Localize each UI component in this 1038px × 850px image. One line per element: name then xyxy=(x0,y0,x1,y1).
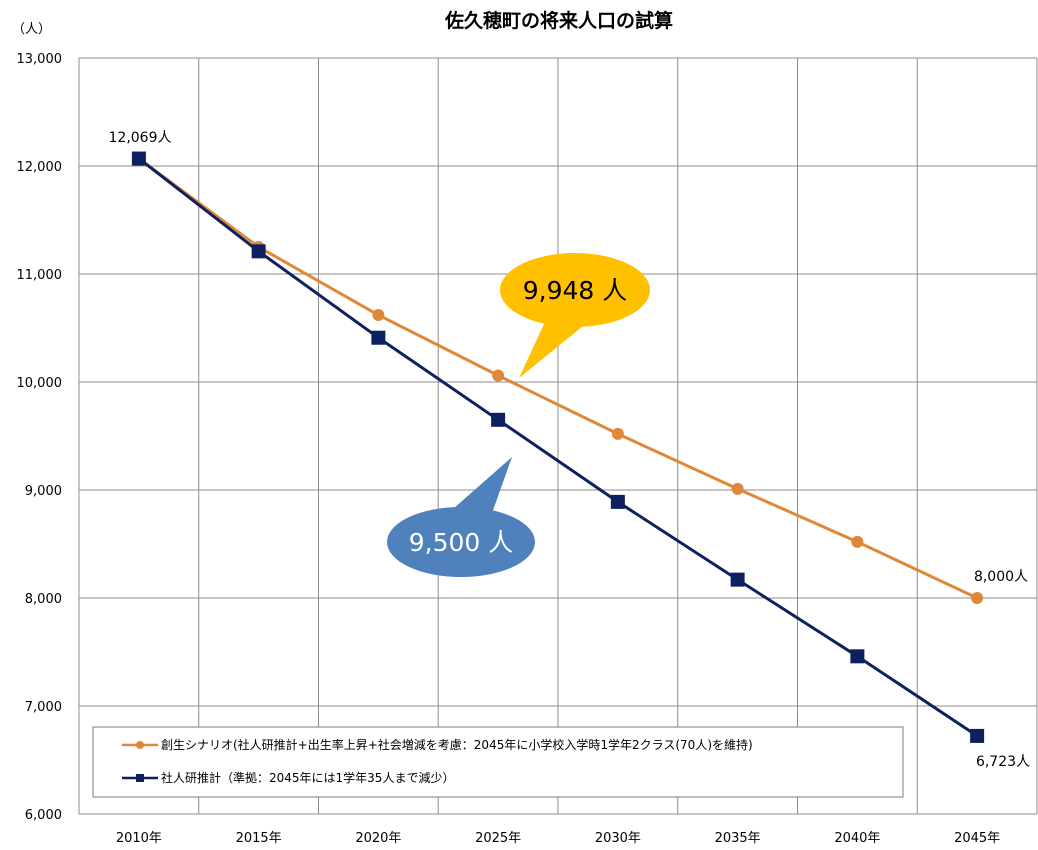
data-point xyxy=(251,244,266,259)
legend-item-creation: 創生シナリオ(社人研推計+出生率上昇+社会増減を考慮：2045年に小学校入学時1… xyxy=(122,737,753,752)
data-point xyxy=(610,494,625,509)
callout-pointer xyxy=(519,322,588,378)
y-axis-ticks: 6,000 7,000 8,000 9,000 10,000 11,000 12,000 13… xyxy=(17,52,63,823)
series-group xyxy=(131,151,985,743)
callout-text: 9,500 人 xyxy=(409,528,514,557)
legend-label: 創生シナリオ(社人研推計+出生率上昇+社会増減を考慮：2045年に小学校入学時1… xyxy=(161,737,753,752)
data-point xyxy=(731,482,744,495)
y-tick-label: 6,000 xyxy=(25,808,62,823)
data-point xyxy=(491,412,506,427)
y-tick-label: 7,000 xyxy=(25,700,62,715)
y-tick-label: 9,000 xyxy=(25,484,62,499)
y-tick-label: 10,000 xyxy=(17,376,63,391)
callout-pointer xyxy=(445,457,512,516)
data-point xyxy=(611,427,624,440)
data-point xyxy=(730,572,745,587)
chart-title: 佐久穂町の将来人口の試算 xyxy=(444,9,673,32)
series-ipss-projection xyxy=(131,151,985,743)
series-line xyxy=(137,157,978,738)
data-label-2010: 12,069人 xyxy=(109,130,172,146)
series-creation-scenario xyxy=(132,152,984,604)
data-point xyxy=(492,369,505,382)
callout-bubble xyxy=(500,253,650,327)
legend-item-ipss: 社人研推計（準拠：2045年には1学年35人まで減少） xyxy=(122,770,454,785)
callout-text: 9,948 人 xyxy=(523,276,628,305)
data-point xyxy=(851,535,864,548)
x-tick-label: 2010年 xyxy=(116,831,162,846)
data-point xyxy=(850,649,865,664)
x-axis-ticks: 2010年 2015年 2020年 2025年 2030年 2035年 2040年 2045年 xyxy=(116,831,1000,846)
data-point xyxy=(970,728,985,743)
x-tick-label: 2030年 xyxy=(595,831,641,846)
data-point xyxy=(131,151,146,166)
x-tick-label: 2040年 xyxy=(834,831,880,846)
legend: 創生シナリオ(社人研推計+出生率上昇+社会増減を考慮：2045年に小学校入学時1… xyxy=(92,726,904,798)
data-point xyxy=(372,309,385,322)
y-unit-label: （人） xyxy=(12,22,51,37)
legend-marker xyxy=(136,774,144,782)
y-tick-label: 8,000 xyxy=(25,592,62,607)
series-line xyxy=(137,157,978,600)
grid-lines xyxy=(78,57,1038,815)
legend-box xyxy=(92,726,904,798)
legend-marker xyxy=(136,741,144,749)
y-tick-label: 12,000 xyxy=(17,160,63,175)
x-tick-label: 2020年 xyxy=(355,831,401,846)
x-tick-label: 2015年 xyxy=(236,831,282,846)
callout-ipss: 9,500 人 xyxy=(387,457,535,577)
callout-bubble xyxy=(387,507,535,577)
data-label-creation-2045: 8,000人 xyxy=(974,569,1028,585)
data-point xyxy=(971,592,984,604)
y-tick-label: 13,000 xyxy=(17,52,63,67)
x-tick-label: 2035年 xyxy=(715,831,761,846)
data-point xyxy=(371,330,386,345)
x-tick-label: 2025年 xyxy=(475,831,521,846)
x-tick-label: 2045年 xyxy=(954,831,1000,846)
callout-creation: 9,948 人 xyxy=(500,253,650,378)
data-label-ipss-2045: 6,723人 xyxy=(976,754,1030,770)
legend-label: 社人研推計（準拠：2045年には1学年35人まで減少） xyxy=(161,770,454,785)
y-tick-label: 11,000 xyxy=(17,268,63,283)
